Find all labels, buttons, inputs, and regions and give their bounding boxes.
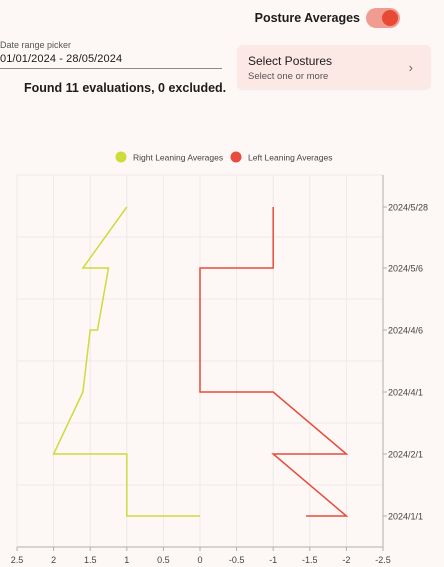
y-tick-label: 2024/4/6 [388, 326, 423, 336]
select-postures-button[interactable]: Select Postures Select one or more › [237, 45, 431, 89]
y-tick-label: 2024/5/6 [388, 264, 423, 274]
switch-knob [382, 10, 398, 26]
x-tick-label: 2 [51, 555, 56, 565]
select-postures-subtitle: Select one or more [248, 71, 329, 82]
x-tick-label: 1 [124, 555, 129, 565]
x-tick-label: -2 [342, 555, 350, 565]
legend-swatch [230, 151, 242, 163]
date-range-picker[interactable]: Date range picker 01/01/2024 - 28/05/202… [0, 40, 222, 69]
select-postures-title: Select Postures [248, 54, 333, 68]
x-tick-label: 1.5 [84, 555, 97, 565]
date-range-value: 01/01/2024 - 28/05/2024 [0, 53, 123, 65]
y-tick-label: 2024/1/1 [388, 512, 423, 522]
toggle-label: Posture Averages [254, 11, 360, 25]
legend-label: Left Leaning Averages [248, 153, 332, 163]
legend-swatch [115, 151, 127, 163]
evaluations-summary: Found 11 evaluations, 0 excluded. [24, 81, 227, 95]
x-tick-label: 0.5 [157, 555, 170, 565]
y-tick-label: 2024/2/1 [388, 450, 423, 460]
x-tick-label: -1 [269, 555, 277, 565]
x-tick-label: 0 [197, 555, 202, 565]
chevron-right-icon: › [408, 60, 413, 75]
posture-averages-toggle-row: Posture Averages [255, 8, 400, 28]
left-leaning-series-line [199, 207, 349, 517]
y-tick-label: 2024/5/28 [388, 203, 428, 213]
date-range-label: Date range picker [0, 40, 72, 50]
legend-label: Right Leaning Averages [133, 153, 223, 163]
x-tick-label: -1.5 [302, 555, 318, 565]
right-leaning-series-line [52, 206, 200, 517]
x-tick-label: -2.5 [375, 555, 391, 565]
y-tick-label: 2024/4/1 [388, 388, 423, 398]
x-tick-label: -0.5 [229, 555, 245, 565]
posture-averages-switch[interactable] [366, 8, 400, 28]
x-tick-label: 2.5 [11, 555, 24, 565]
